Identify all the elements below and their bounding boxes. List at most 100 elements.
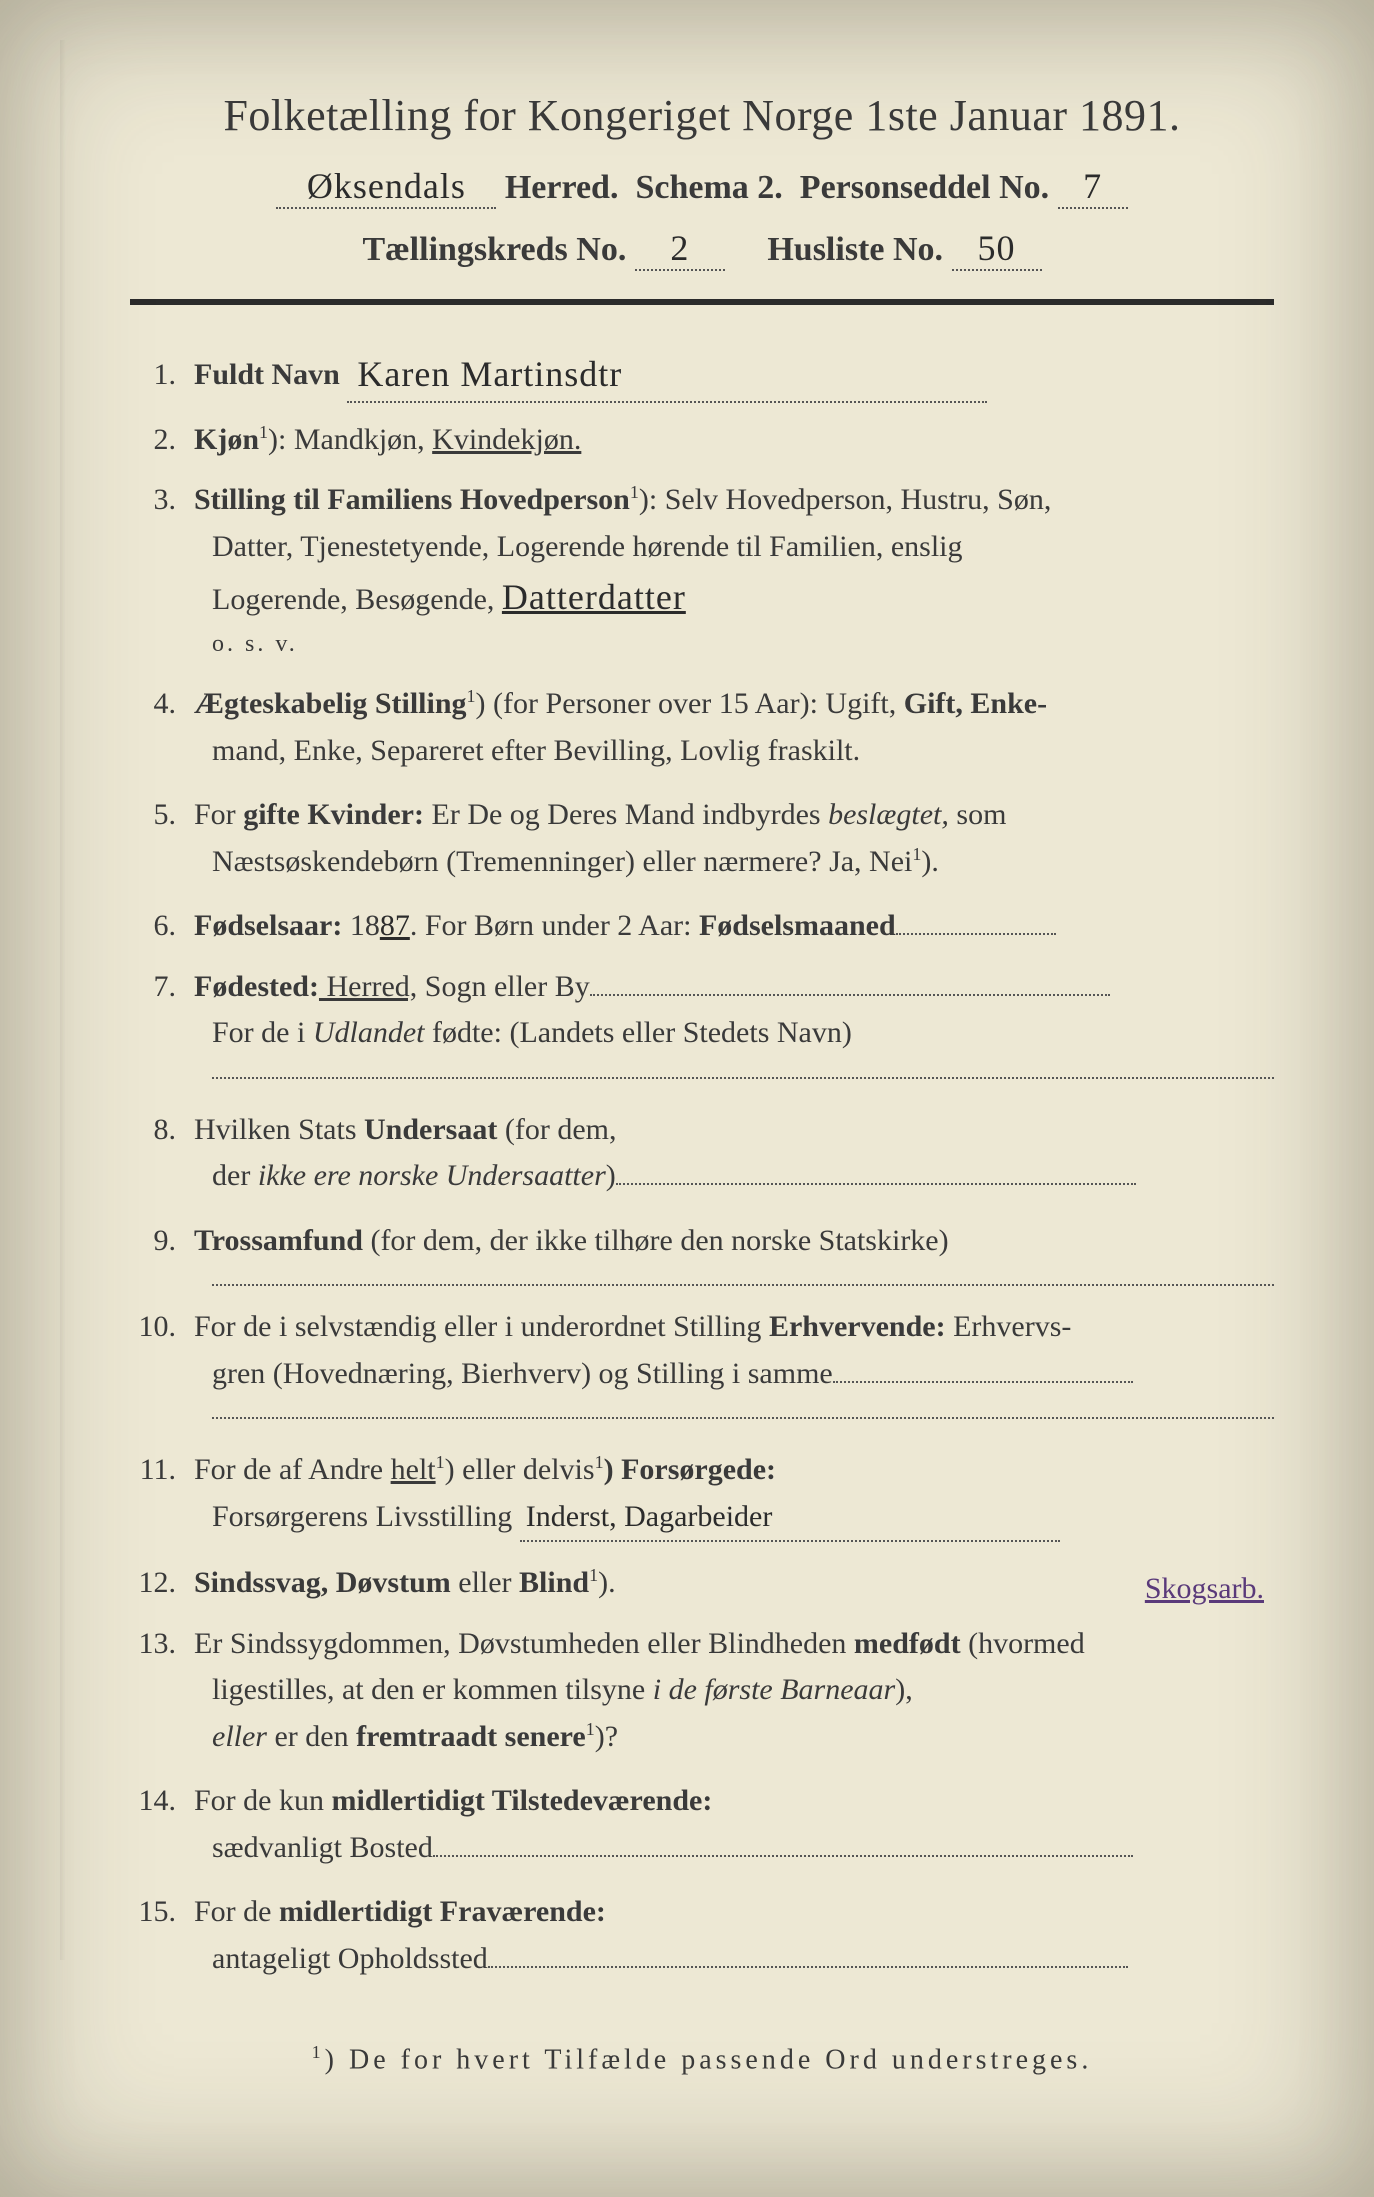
item-6: 6. Fødselsaar: 1887. For Børn under 2 Aa… bbox=[130, 903, 1274, 950]
census-form-page: Folketælling for Kongeriget Norge 1ste J… bbox=[0, 0, 1374, 2197]
q3-label: Stilling til Familiens Hovedperson bbox=[194, 483, 630, 516]
item-9: 9. Trossamfund (for dem, der ikke tilhør… bbox=[130, 1218, 1274, 1287]
q15-label: midlertidigt Fraværende: bbox=[279, 1895, 606, 1928]
q6-year: 87 bbox=[380, 909, 410, 942]
husliste-label: Husliste No. bbox=[767, 231, 943, 268]
item-1: 1. Fuldt Navn Karen Martinsdtr bbox=[130, 345, 1274, 403]
q10-a: For de i selvstændig eller i underordnet… bbox=[194, 1310, 769, 1343]
herred-name-handwritten: Øksendals bbox=[276, 165, 496, 209]
item-number: 2. bbox=[130, 417, 194, 464]
q2-opts: ): Mandkjøn, bbox=[268, 423, 432, 456]
form-header: Folketælling for Kongeriget Norge 1ste J… bbox=[130, 90, 1274, 271]
item-14: 14. For de kun midlertidigt Tilstedevære… bbox=[130, 1778, 1274, 1871]
item-body: Sindssvag, Døvstum eller Blind1). bbox=[194, 1560, 1274, 1607]
item-15: 15. For de midlertidigt Fraværende: anta… bbox=[130, 1889, 1274, 1982]
item-11: 11. For de af Andre helt1) eller delvis1… bbox=[130, 1447, 1274, 1542]
item-body: For de kun midlertidigt Tilstedeværende: bbox=[194, 1778, 1274, 1825]
item-body: Hvilken Stats Undersaat (for dem, bbox=[194, 1107, 1274, 1154]
q13-label2: fremtraadt senere bbox=[356, 1720, 586, 1753]
q7-herred: Herred, bbox=[319, 970, 417, 1003]
sup-1: 1 bbox=[586, 1719, 595, 1739]
q13-line2b: ), bbox=[895, 1673, 913, 1706]
q5-end: ). bbox=[921, 845, 939, 878]
q13-line3a: eller bbox=[212, 1720, 267, 1753]
q3-line3: Logerende, Besøgende, Datterdatter bbox=[130, 570, 1274, 626]
q11-line2: Forsørgerens Livsstilling bbox=[212, 1500, 512, 1533]
q5-ital: beslægtet, bbox=[828, 798, 949, 831]
item-body: For de af Andre helt1) eller delvis1) Fo… bbox=[194, 1447, 1274, 1494]
q3-rest: ): Selv Hovedperson, Hustru, Søn, bbox=[639, 483, 1051, 516]
item-body: Fødested: Herred, Sogn eller By bbox=[194, 964, 1274, 1011]
q15-field bbox=[488, 1966, 1128, 1968]
sup-1: 1 bbox=[436, 1452, 445, 1472]
item-number: 5. bbox=[130, 792, 194, 839]
item-number: 7. bbox=[130, 964, 194, 1011]
q4-gift: Gift, bbox=[904, 687, 963, 720]
q12-label: Sindssvag, Døvstum bbox=[194, 1566, 451, 1599]
q12-rest: eller bbox=[451, 1566, 519, 1599]
horizontal-rule bbox=[130, 299, 1274, 305]
q9-blank-line bbox=[212, 1264, 1274, 1286]
q4-line2: mand, Enke, Separeret efter Bevilling, L… bbox=[130, 728, 1274, 775]
item-number: 12. bbox=[130, 1560, 194, 1607]
q2-selected: Kvindekjøn. bbox=[432, 423, 581, 456]
q8-line2a: der bbox=[212, 1159, 258, 1192]
q7-ital: Udlandet bbox=[313, 1016, 425, 1049]
footnote-sup: 1 bbox=[312, 2042, 325, 2062]
q14-line2: sædvanligt Bosted bbox=[212, 1831, 433, 1864]
q3-osv: o. s. v. bbox=[130, 626, 1274, 663]
q10-blank-line bbox=[212, 1397, 1274, 1419]
item-7: 7. Fødested: Herred, Sogn eller By For d… bbox=[130, 964, 1274, 1079]
q7-rest: Sogn eller By bbox=[417, 970, 590, 1003]
item-body: Fødselsaar: 1887. For Børn under 2 Aar: … bbox=[194, 903, 1274, 950]
q12-blind: Blind bbox=[519, 1566, 589, 1599]
q13-a: Er Sindssygdommen, Døvstumheden eller Bl… bbox=[194, 1627, 854, 1660]
q10-label: Erhvervende: bbox=[769, 1310, 946, 1343]
q10-rest: Erhvervs- bbox=[946, 1310, 1072, 1343]
q5-gifte: gifte bbox=[243, 798, 300, 831]
q8-ital: ikke ere norske Undersaatter bbox=[258, 1159, 606, 1192]
q7-blank-line bbox=[212, 1057, 1274, 1079]
q4-label: Ægteskabelig Stilling bbox=[194, 687, 467, 720]
q5-line2-wrap: Næstsøskendebørn (Tremenninger) eller næ… bbox=[130, 839, 1274, 886]
husliste-no: 50 bbox=[952, 227, 1042, 271]
q5-som: som bbox=[949, 798, 1007, 831]
q11-field: Inderst, Dagarbeider bbox=[520, 1494, 1060, 1543]
item-3: 3. Stilling til Familiens Hovedperson1):… bbox=[130, 477, 1274, 663]
item-body: Trossamfund (for dem, der ikke tilhøre d… bbox=[194, 1218, 1274, 1265]
q12-annotation: Skogsarb. bbox=[1145, 1566, 1264, 1613]
form-items: 1. Fuldt Navn Karen Martinsdtr 2. Kjøn1)… bbox=[130, 345, 1274, 1982]
item-body: For gifte Kvinder: Er De og Deres Mand i… bbox=[194, 792, 1274, 839]
q13-line2: ligestilles, at den er kommen tilsyne i … bbox=[130, 1667, 1274, 1714]
q7-field bbox=[590, 994, 1110, 996]
q10-field bbox=[833, 1381, 1133, 1383]
kreds-label: Tællingskreds No. bbox=[362, 231, 626, 268]
q11-label: ) Forsørgede: bbox=[604, 1453, 776, 1486]
q11-mid: ) eller delvis bbox=[445, 1453, 595, 1486]
q13-line3: eller er den fremtraadt senere1)? bbox=[130, 1714, 1274, 1761]
item-13: 13. Er Sindssygdommen, Døvstumheden elle… bbox=[130, 1621, 1274, 1761]
q11-helt: helt bbox=[391, 1453, 436, 1486]
q5-kvinder: Kvinder: bbox=[300, 798, 424, 831]
q10-line2: gren (Hovednæring, Bierhverv) og Stillin… bbox=[212, 1357, 833, 1390]
sup-1: 1 bbox=[630, 482, 639, 502]
q1-value: Karen Martinsdtr bbox=[347, 354, 622, 394]
personseddel-no: 7 bbox=[1058, 165, 1128, 209]
q8-line2b: ) bbox=[606, 1159, 616, 1192]
q6-rest: . For Børn under 2 Aar: bbox=[410, 909, 699, 942]
form-title: Folketælling for Kongeriget Norge 1ste J… bbox=[130, 90, 1274, 141]
herred-label: Herred. bbox=[505, 169, 619, 206]
q11-line2-wrap: Forsørgerens Livsstilling Inderst, Dagar… bbox=[130, 1494, 1274, 1543]
item-number: 15. bbox=[130, 1889, 194, 1936]
item-body: Kjøn1): Mandkjøn, Kvindekjøn. bbox=[194, 417, 1274, 464]
q8-label: Undersaat bbox=[364, 1113, 497, 1146]
q15-line2: antageligt Opholdssted bbox=[212, 1942, 488, 1975]
q8-a: Hvilken Stats bbox=[194, 1113, 364, 1146]
q10-line2-wrap: gren (Hovednæring, Bierhverv) og Stillin… bbox=[130, 1351, 1274, 1398]
q4-rest: ) (for Personer over 15 Aar): Ugift, bbox=[476, 687, 904, 720]
footnote: 1) De for hvert Tilfælde passende Ord un… bbox=[130, 2042, 1274, 2076]
item-number: 4. bbox=[130, 681, 194, 728]
footnote-text: ) De for hvert Tilfælde passende Ord und… bbox=[325, 2045, 1093, 2076]
q4-enke: Enke- bbox=[963, 687, 1047, 720]
item-2: 2. Kjøn1): Mandkjøn, Kvindekjøn. bbox=[130, 417, 1274, 464]
